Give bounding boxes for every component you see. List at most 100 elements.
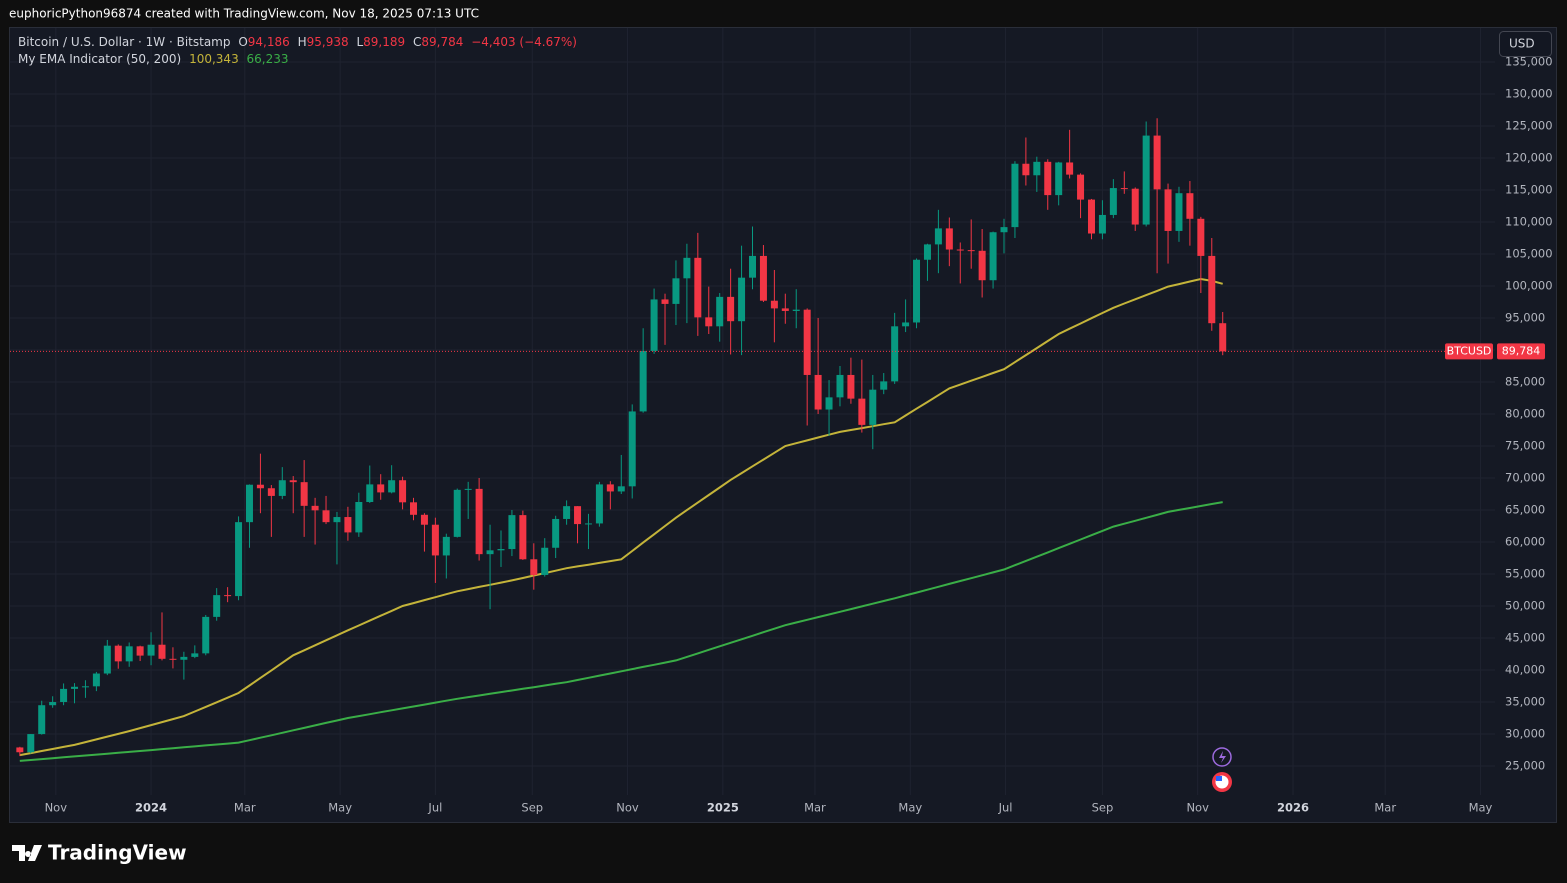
brand: TradingView (12, 841, 187, 865)
candle-body (574, 506, 582, 525)
ema-slow-value: 66,233 (247, 52, 289, 66)
candle-body (442, 536, 450, 556)
candle-body (792, 309, 800, 311)
close-label: C (413, 35, 421, 49)
candle-body (1066, 162, 1074, 175)
y-tick-label: 55,000 (1505, 567, 1545, 581)
candle-body (661, 299, 669, 304)
candle-body (311, 505, 319, 511)
y-tick-label: 50,000 (1505, 599, 1545, 613)
y-tick-label: 100,000 (1505, 278, 1553, 292)
candle-body (563, 506, 571, 519)
candle-body (27, 734, 35, 753)
currency-label[interactable]: USD (1509, 37, 1535, 51)
candle-body (1120, 188, 1128, 190)
candle-body (595, 484, 603, 524)
candle-body (825, 397, 833, 410)
y-tick-label: 125,000 (1505, 118, 1553, 132)
y-tick-label: 70,000 (1505, 470, 1545, 484)
candle-body (683, 257, 691, 279)
candle-body (1055, 162, 1063, 196)
candle-body (475, 488, 483, 555)
candle-body (1044, 161, 1052, 196)
ema-line (19, 501, 1223, 762)
candle-body (245, 484, 253, 523)
y-tick-label: 40,000 (1505, 663, 1545, 677)
candle-body (1011, 163, 1019, 228)
candle-body (541, 547, 549, 575)
candle-body (1098, 214, 1106, 234)
candle-body (486, 550, 494, 555)
currency-button[interactable] (1499, 31, 1552, 57)
y-tick-label: 85,000 (1505, 374, 1545, 388)
x-tick-label: Jul (998, 801, 1013, 815)
candle-body (420, 514, 428, 525)
x-tick-label: 2025 (707, 801, 739, 815)
candle-body (716, 296, 724, 327)
event-icons[interactable] (1212, 747, 1232, 792)
candle-body (158, 644, 166, 659)
brand-name: TradingView (48, 841, 187, 865)
candle-body (1087, 199, 1095, 234)
candle-body (1142, 135, 1150, 225)
ema-fast-value: 100,343 (189, 52, 239, 66)
candle-body (1000, 227, 1008, 233)
indicator-name: My EMA Indicator (50, 200) (18, 52, 181, 66)
candle-body (738, 277, 746, 322)
open-label: O (238, 35, 247, 49)
close-value: 89,784 (421, 35, 463, 49)
price-symbol: BTCUSD (1447, 344, 1492, 357)
candle-body (355, 501, 363, 533)
candle-body (1131, 188, 1139, 225)
candle-body (519, 515, 527, 560)
candle-body (399, 480, 407, 503)
candle-body (49, 702, 57, 706)
candle-body (16, 747, 24, 753)
candle-body (1175, 193, 1183, 231)
y-tick-label: 110,000 (1505, 214, 1553, 228)
y-tick-label: 45,000 (1505, 631, 1545, 645)
candle-body (945, 228, 953, 250)
candle-body (814, 374, 822, 410)
candle-body (213, 595, 221, 617)
candle-body (224, 595, 232, 597)
candle-body (1164, 189, 1172, 231)
candle-body (749, 255, 756, 278)
candle-body (114, 645, 122, 662)
x-tick-label: 2024 (135, 801, 167, 815)
candle-body (628, 411, 636, 487)
y-tick-label: 115,000 (1505, 182, 1553, 196)
candle-body (956, 249, 964, 251)
candle-body (858, 398, 866, 425)
candle-body (38, 705, 46, 735)
indicator-legend: My EMA Indicator (50, 200) 100,343 66,23… (18, 52, 289, 66)
candle-body (92, 673, 100, 687)
plot (10, 118, 1495, 762)
price-value: 89,784 (1502, 344, 1541, 357)
symbol: Bitcoin / U.S. Dollar · 1W · Bitstamp (18, 35, 230, 49)
candle-body (606, 484, 614, 492)
x-tick-label: 2026 (1277, 801, 1309, 815)
candle-body (180, 656, 188, 660)
y-tick-label: 130,000 (1505, 86, 1553, 100)
candle-body (71, 686, 79, 689)
x-tick-label: Mar (1374, 801, 1396, 815)
candle-body (1219, 323, 1227, 352)
candle-body (256, 484, 264, 489)
x-tick-label: May (898, 801, 922, 815)
candle-body (1153, 135, 1161, 190)
candle-body (388, 480, 396, 493)
candle-body (322, 510, 330, 523)
candle-body (202, 616, 210, 654)
x-tick-label: May (328, 801, 352, 815)
change: −4,403 (−4.67%) (471, 35, 577, 49)
header-text: euphoricPython96874 created with Trading… (9, 7, 479, 21)
candle-body (672, 278, 680, 304)
candle-body (1022, 163, 1030, 176)
candle-body (453, 489, 461, 537)
candle-body (278, 480, 286, 496)
candle-body (147, 644, 155, 656)
candle-body (617, 486, 625, 492)
candle-body (431, 524, 439, 556)
